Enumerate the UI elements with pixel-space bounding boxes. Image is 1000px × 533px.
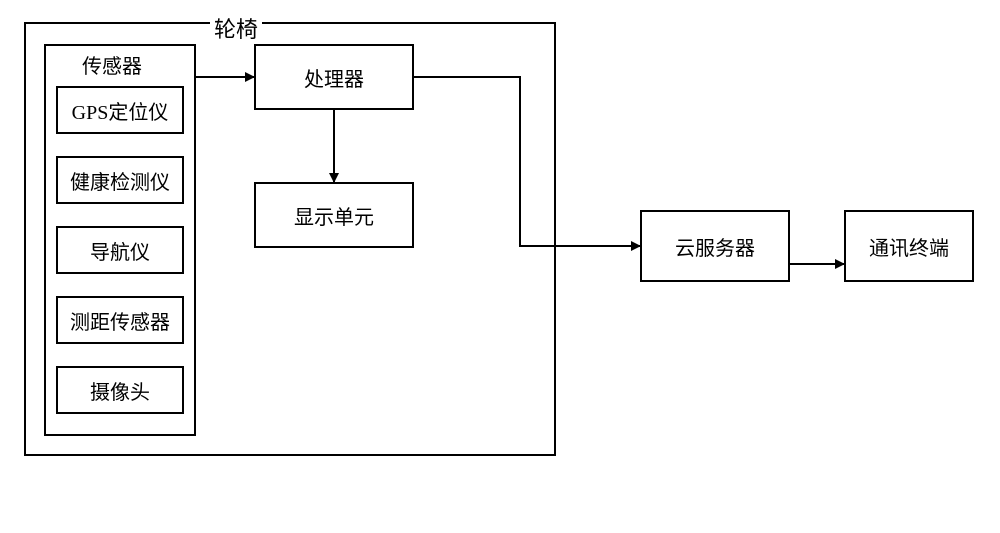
node-display: 显示单元: [254, 182, 414, 248]
container-sensors-label: 传感器: [78, 50, 146, 79]
node-terminal-label: 通讯终端: [869, 232, 949, 261]
node-terminal: 通讯终端: [844, 210, 974, 282]
node-processor: 处理器: [254, 44, 414, 110]
node-nav: 导航仪: [56, 226, 184, 274]
node-camera-label: 摄像头: [90, 376, 150, 405]
node-cloud: 云服务器: [640, 210, 790, 282]
node-health-label: 健康检测仪: [70, 166, 170, 195]
node-gps-label: GPS定位仪: [72, 96, 169, 125]
diagram-canvas: 轮椅 传感器 GPS定位仪 健康检测仪 导航仪 测距传感器 摄像头 处理器 显示…: [0, 0, 1000, 533]
node-camera: 摄像头: [56, 366, 184, 414]
node-gps: GPS定位仪: [56, 86, 184, 134]
node-ranging: 测距传感器: [56, 296, 184, 344]
node-cloud-label: 云服务器: [675, 232, 755, 261]
node-processor-label: 处理器: [304, 63, 364, 92]
node-ranging-label: 测距传感器: [70, 306, 170, 335]
node-health: 健康检测仪: [56, 156, 184, 204]
node-nav-label: 导航仪: [90, 236, 150, 265]
node-display-label: 显示单元: [294, 201, 374, 230]
container-wheelchair-label: 轮椅: [210, 12, 262, 44]
